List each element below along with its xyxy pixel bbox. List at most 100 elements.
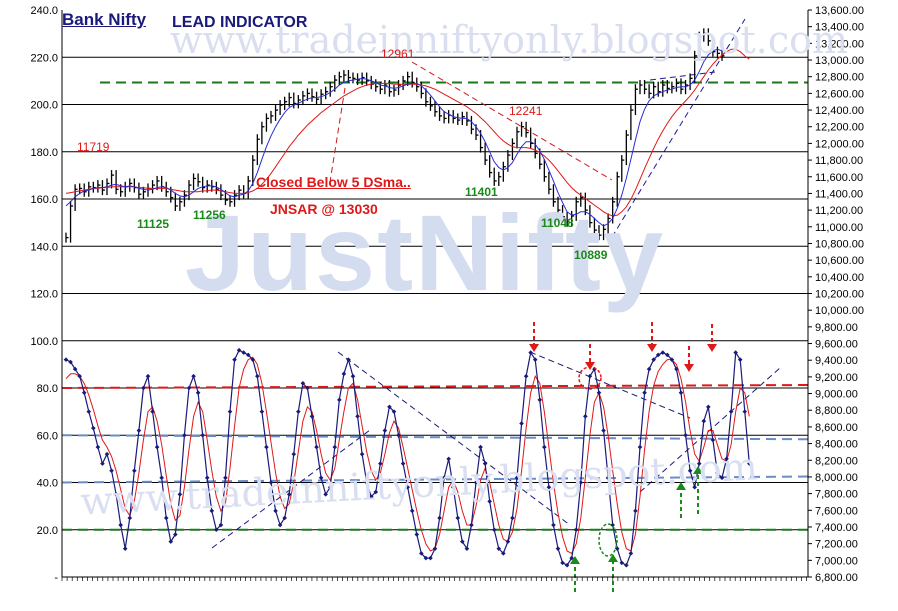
indicator-point [245,352,251,358]
indicator-point [204,475,210,481]
indicator-point [81,390,87,396]
indicator-point [91,425,96,431]
indicator-point [355,414,360,419]
indicator-point [482,461,488,466]
right-tick-label: 9,200.00 [815,372,858,384]
indicator-point [660,350,666,355]
indicator-point [601,428,606,433]
right-tick-label: 12,400.00 [815,105,864,117]
right-tick-label: 7,800.00 [815,489,858,501]
indicator-point [414,532,420,537]
indicator-point [141,385,146,391]
dashed-levels [61,81,809,531]
red-arrow-5-head [707,344,717,352]
indicator-point [446,456,451,462]
indicator-point [628,551,634,556]
right-tick-label: 12,800.00 [815,72,864,84]
indicator-point [619,560,625,566]
indicator-point [491,527,497,533]
watermark-url-top: www.tradeinniftyonly.blogspot.com [170,18,849,62]
left-tick-label: 80.0 [37,383,58,395]
red-arrow-4-head [684,364,694,372]
arrow-markers [529,322,717,592]
green-arrow-1-head [570,556,580,564]
indicator-point [719,475,725,481]
indicator-point [63,357,69,362]
indicator-point [409,508,415,514]
left-tick-label: 120.0 [30,289,58,301]
indicator-point [391,409,397,414]
indicator-point [136,428,142,433]
indicator-point [532,357,538,362]
watermark-justnifty: JustNifty [185,192,666,313]
right-tick-label: 7,200.00 [815,539,858,551]
chart-title: Bank Nifty [62,10,147,29]
indicator-point [560,560,565,566]
indicator-point [323,492,328,497]
indicator-point [104,451,110,457]
indicator-point [200,432,205,438]
right-tick-label: 13,000.00 [815,55,864,67]
indicator-point [419,551,424,556]
indicator-point [291,451,297,457]
indicator-point [182,432,187,438]
indicator-point [337,397,342,403]
indicator-point [264,444,269,450]
right-tick-label: 10,400.00 [815,272,864,284]
indicator-point [122,546,128,551]
right-tick-label: 13,200.00 [815,38,864,50]
indicator-point [309,414,315,419]
indicator-point [460,539,465,544]
red-circle-marker [578,366,602,390]
price-label-11401: 11401 [465,185,498,199]
indicator-point [332,444,338,450]
indicator-point [505,539,511,544]
indicator-point [177,492,183,497]
indicator-point [546,484,552,490]
indicator-point [655,352,661,358]
indicator-point [346,357,351,362]
right-tick-label: 7,400.00 [815,522,858,534]
indicator-point [68,359,73,365]
left-tick-label: 200.0 [30,100,58,112]
indicator-point [86,409,92,414]
indicator-point [186,385,192,391]
indicator-point [450,484,456,490]
indicator-point [327,484,333,490]
indicator-point [150,409,155,414]
ind-trend-1 [211,429,371,549]
indicator-point [364,480,369,485]
indicator-point [669,357,675,362]
price-label-12241: 12241 [509,104,543,118]
indicator-point [624,562,629,568]
indicator-point [241,350,246,355]
indicator-point [286,492,292,497]
indicator-point [396,432,401,438]
note-closed-below: Closed Below 5 DSma.. [256,174,411,190]
right-tick-label: 11,200.00 [815,205,863,217]
indicator-60-line [61,434,809,441]
chart-subtitle: LEAD INDICATOR [172,14,308,31]
axes: 240.0 220.0 200.0 180.0 160.0 140.0 120.0 100.0… [30,5,863,584]
left-tick-label: 180.0 [30,147,58,159]
right-tick-label: 13,600.00 [815,5,864,17]
indicator-point [437,515,442,521]
indicator-point [118,522,123,528]
indicator-point [733,350,738,355]
indicator-point [209,508,215,514]
indicator-point [423,555,429,561]
right-tick-label: 9,000.00 [815,389,858,401]
indicator-point [742,409,748,414]
series [63,28,752,568]
indicator-point [223,475,228,481]
indicator-point [592,366,597,372]
right-tick-label: 8,200.00 [815,455,858,467]
right-tick-label: 12,200.00 [815,122,864,134]
indicator-point [296,409,301,414]
indicator-point [341,371,347,377]
indicator-point [305,385,310,391]
indicator-point [227,409,233,414]
indicator-point [564,562,570,568]
right-tick-label: 10,800.00 [815,238,864,250]
